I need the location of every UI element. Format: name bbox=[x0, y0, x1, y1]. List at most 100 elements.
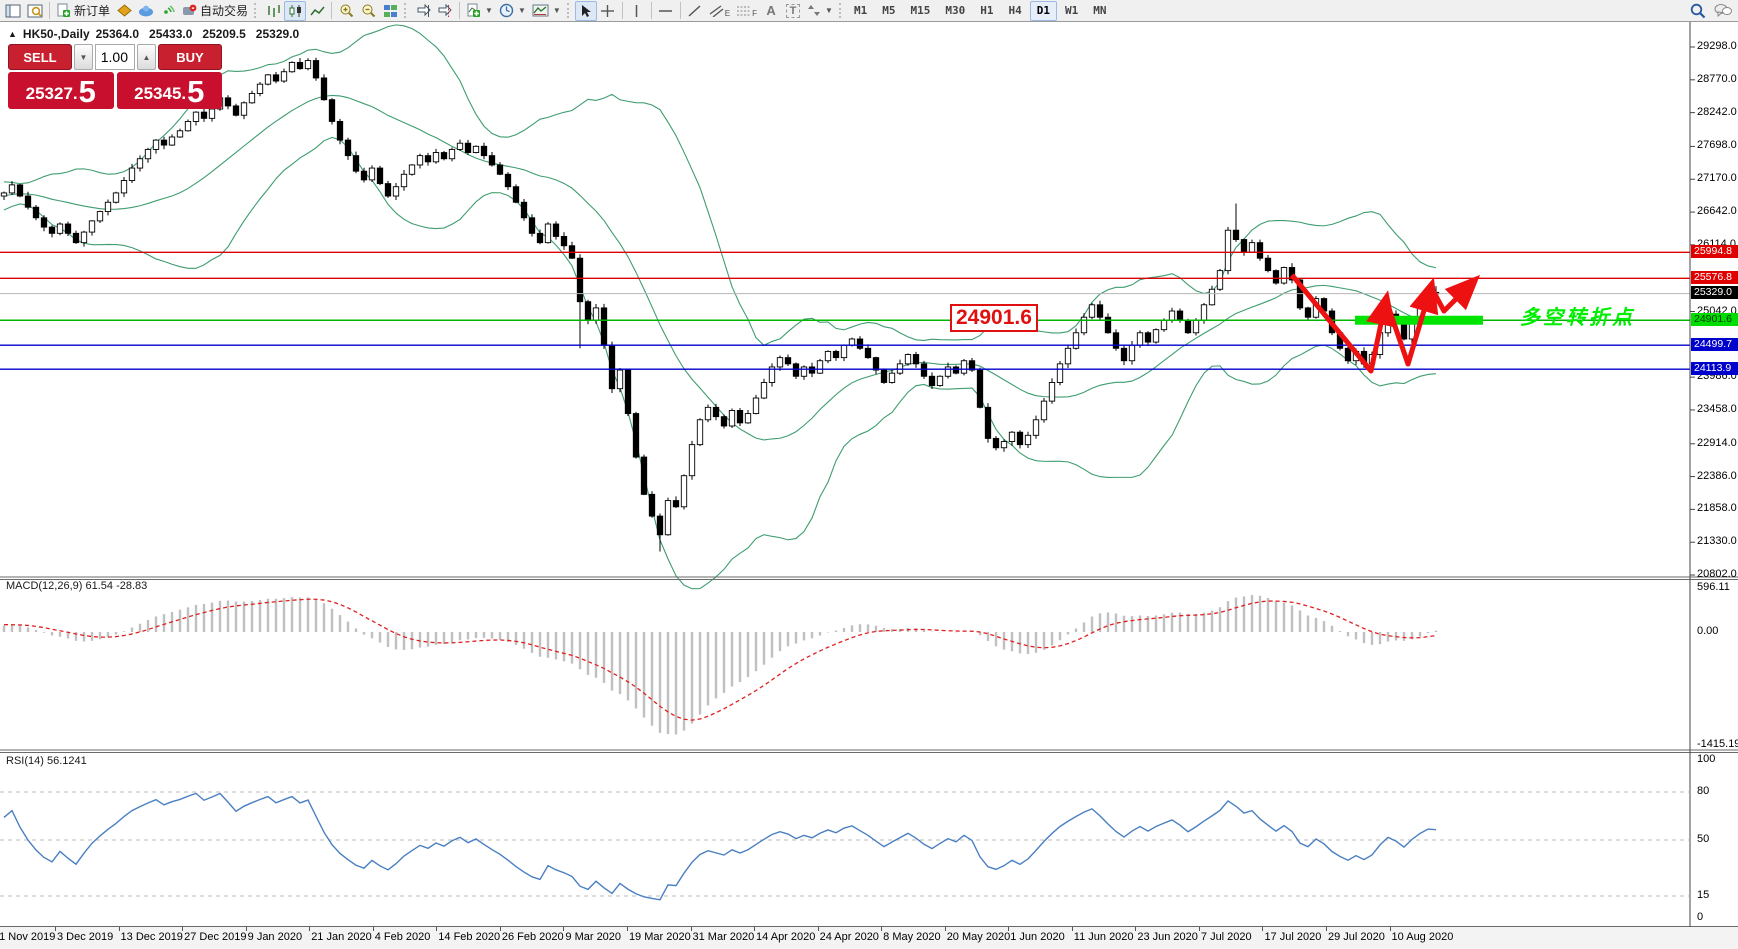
text-tool-button[interactable]: A bbox=[760, 1, 782, 21]
tile-windows-icon bbox=[383, 4, 397, 17]
new-chart-button[interactable] bbox=[2, 1, 24, 21]
buy-price: 25345. bbox=[134, 84, 187, 103]
volume-increase-button[interactable]: ▲ bbox=[137, 44, 156, 70]
chart-area[interactable]: ▲ HK50-,Daily 25364.0 25433.0 25209.5 25… bbox=[0, 22, 1738, 949]
indicators-button[interactable]: ▼ bbox=[463, 1, 496, 21]
timeframe-d1[interactable]: D1 bbox=[1029, 0, 1057, 21]
macd-name: MACD(12,26,9) bbox=[6, 580, 83, 592]
chart-window-icon bbox=[5, 4, 21, 17]
sell-price-box[interactable]: 25327. 5 bbox=[8, 72, 114, 109]
candlestick-mode-button[interactable] bbox=[284, 0, 307, 21]
text-label-tool-button[interactable]: T bbox=[782, 1, 804, 21]
toolbar-grip bbox=[566, 3, 572, 18]
volume-input[interactable]: 1.00 bbox=[95, 44, 135, 70]
channel-tool-button[interactable]: E bbox=[706, 1, 733, 21]
fibonacci-tool-button[interactable]: F bbox=[733, 1, 760, 21]
crosshair-tool-button[interactable] bbox=[597, 1, 619, 21]
bar-chart-mode-button[interactable] bbox=[262, 1, 284, 21]
signals-button[interactable] bbox=[157, 1, 179, 21]
date-tick bbox=[499, 927, 501, 931]
template-icon bbox=[532, 4, 549, 17]
tile-windows-button[interactable] bbox=[379, 1, 401, 21]
bollinger-upper bbox=[3, 24, 1437, 346]
autotrading-button[interactable]: 自动交易 bbox=[179, 1, 251, 21]
search-icon[interactable] bbox=[1690, 3, 1706, 19]
timeframe-m5[interactable]: M5 bbox=[882, 4, 896, 17]
horizontal-line-tool-button[interactable] bbox=[655, 1, 677, 21]
vertical-line-tool-button[interactable] bbox=[626, 1, 648, 21]
candles bbox=[0, 57, 1440, 552]
community-button[interactable] bbox=[135, 1, 157, 21]
new-order-button[interactable]: 新订单 bbox=[53, 1, 113, 21]
date-tick bbox=[55, 927, 56, 931]
autotrading-icon bbox=[183, 4, 197, 15]
trend-arrow-annotation[interactable] bbox=[1290, 273, 1396, 374]
bollinger-middle bbox=[3, 94, 1437, 441]
date-tick bbox=[436, 927, 438, 931]
line-chart-mode-button[interactable] bbox=[306, 1, 328, 21]
trendline-tool-button[interactable] bbox=[684, 1, 706, 21]
periods-button[interactable]: ▼ bbox=[496, 1, 529, 21]
date-tick bbox=[1071, 927, 1073, 931]
timeframe-h1[interactable]: H1 bbox=[980, 4, 994, 17]
dropdown-caret-icon: ▼ bbox=[825, 6, 833, 15]
macd-signal-value: -28.83 bbox=[116, 580, 148, 592]
timeframe-group: M1 M5 M15 M30 H1 H4 D1 W1 MN bbox=[847, 0, 1114, 21]
date-tick bbox=[245, 927, 247, 931]
zoom-out-button[interactable] bbox=[357, 1, 379, 21]
date-label: 17 Jul 2020 bbox=[1264, 931, 1322, 943]
marketwatch-button[interactable] bbox=[113, 1, 135, 21]
date-label: 8 May 2020 bbox=[883, 931, 941, 943]
date-tick bbox=[944, 927, 946, 931]
date-tick bbox=[754, 927, 756, 931]
cursor-tool-button[interactable] bbox=[574, 0, 597, 21]
date-label: 9 Jan 2020 bbox=[247, 931, 303, 943]
clock-icon bbox=[499, 3, 514, 18]
price-chart-canvas[interactable] bbox=[0, 22, 1738, 927]
rsi-name: RSI(14) bbox=[6, 755, 44, 767]
date-tick bbox=[626, 927, 628, 931]
date-label: 29 Jul 2020 bbox=[1328, 931, 1385, 943]
dropdown-caret-icon: ▼ bbox=[517, 6, 526, 15]
text-label-icon: T bbox=[785, 3, 801, 18]
buy-price-pips: 5 bbox=[187, 74, 205, 109]
vertical-line-icon bbox=[636, 4, 638, 17]
timeframe-m15[interactable]: M15 bbox=[910, 4, 931, 17]
date-label: 31 Mar 2020 bbox=[692, 931, 755, 943]
toolbar-grip bbox=[254, 3, 259, 18]
profiles-button[interactable] bbox=[24, 1, 46, 21]
trend-arrow-annotation[interactable] bbox=[1428, 274, 1481, 314]
crosshair-icon bbox=[601, 4, 615, 17]
toolbar-separator bbox=[331, 2, 333, 19]
date-label: 13 Dec 2019 bbox=[120, 931, 183, 943]
chart-shift-button[interactable] bbox=[434, 1, 456, 21]
trend-arrow-annotation[interactable] bbox=[1383, 277, 1439, 367]
rsi-line bbox=[3, 792, 1437, 901]
date-tick bbox=[881, 927, 883, 931]
timeframe-h4[interactable]: H4 bbox=[1008, 4, 1022, 17]
auto-scroll-button[interactable] bbox=[412, 1, 434, 21]
volume-decrease-button[interactable]: ▼ bbox=[74, 44, 93, 70]
date-tick bbox=[817, 927, 819, 931]
toolbar-separator bbox=[459, 2, 461, 19]
buy-button[interactable]: BUY bbox=[158, 44, 222, 70]
buy-price-box[interactable]: 25345. 5 bbox=[116, 72, 222, 109]
arrows-tool-button[interactable]: ▼ bbox=[804, 1, 836, 21]
date-tick bbox=[1326, 927, 1327, 931]
macd-signal-line bbox=[3, 598, 1437, 721]
date-tick bbox=[1198, 927, 1200, 931]
timeframe-w1[interactable]: W1 bbox=[1064, 4, 1079, 17]
date-label: 7 Jul 2020 bbox=[1200, 931, 1252, 943]
toolbar-grip bbox=[404, 3, 409, 18]
date-tick bbox=[182, 927, 184, 931]
sell-button[interactable]: SELL bbox=[8, 44, 72, 70]
chat-icon[interactable] bbox=[1714, 3, 1732, 18]
timeframe-mn[interactable]: MN bbox=[1093, 4, 1107, 17]
date-label: 1 Jun 2020 bbox=[1010, 931, 1065, 943]
zoom-in-button[interactable] bbox=[335, 1, 357, 21]
macd-histogram bbox=[2, 594, 1438, 735]
templates-button[interactable]: ▼ bbox=[529, 1, 564, 21]
timeframe-m30[interactable]: M30 bbox=[945, 4, 966, 17]
timeframe-m1[interactable]: M1 bbox=[853, 4, 868, 17]
